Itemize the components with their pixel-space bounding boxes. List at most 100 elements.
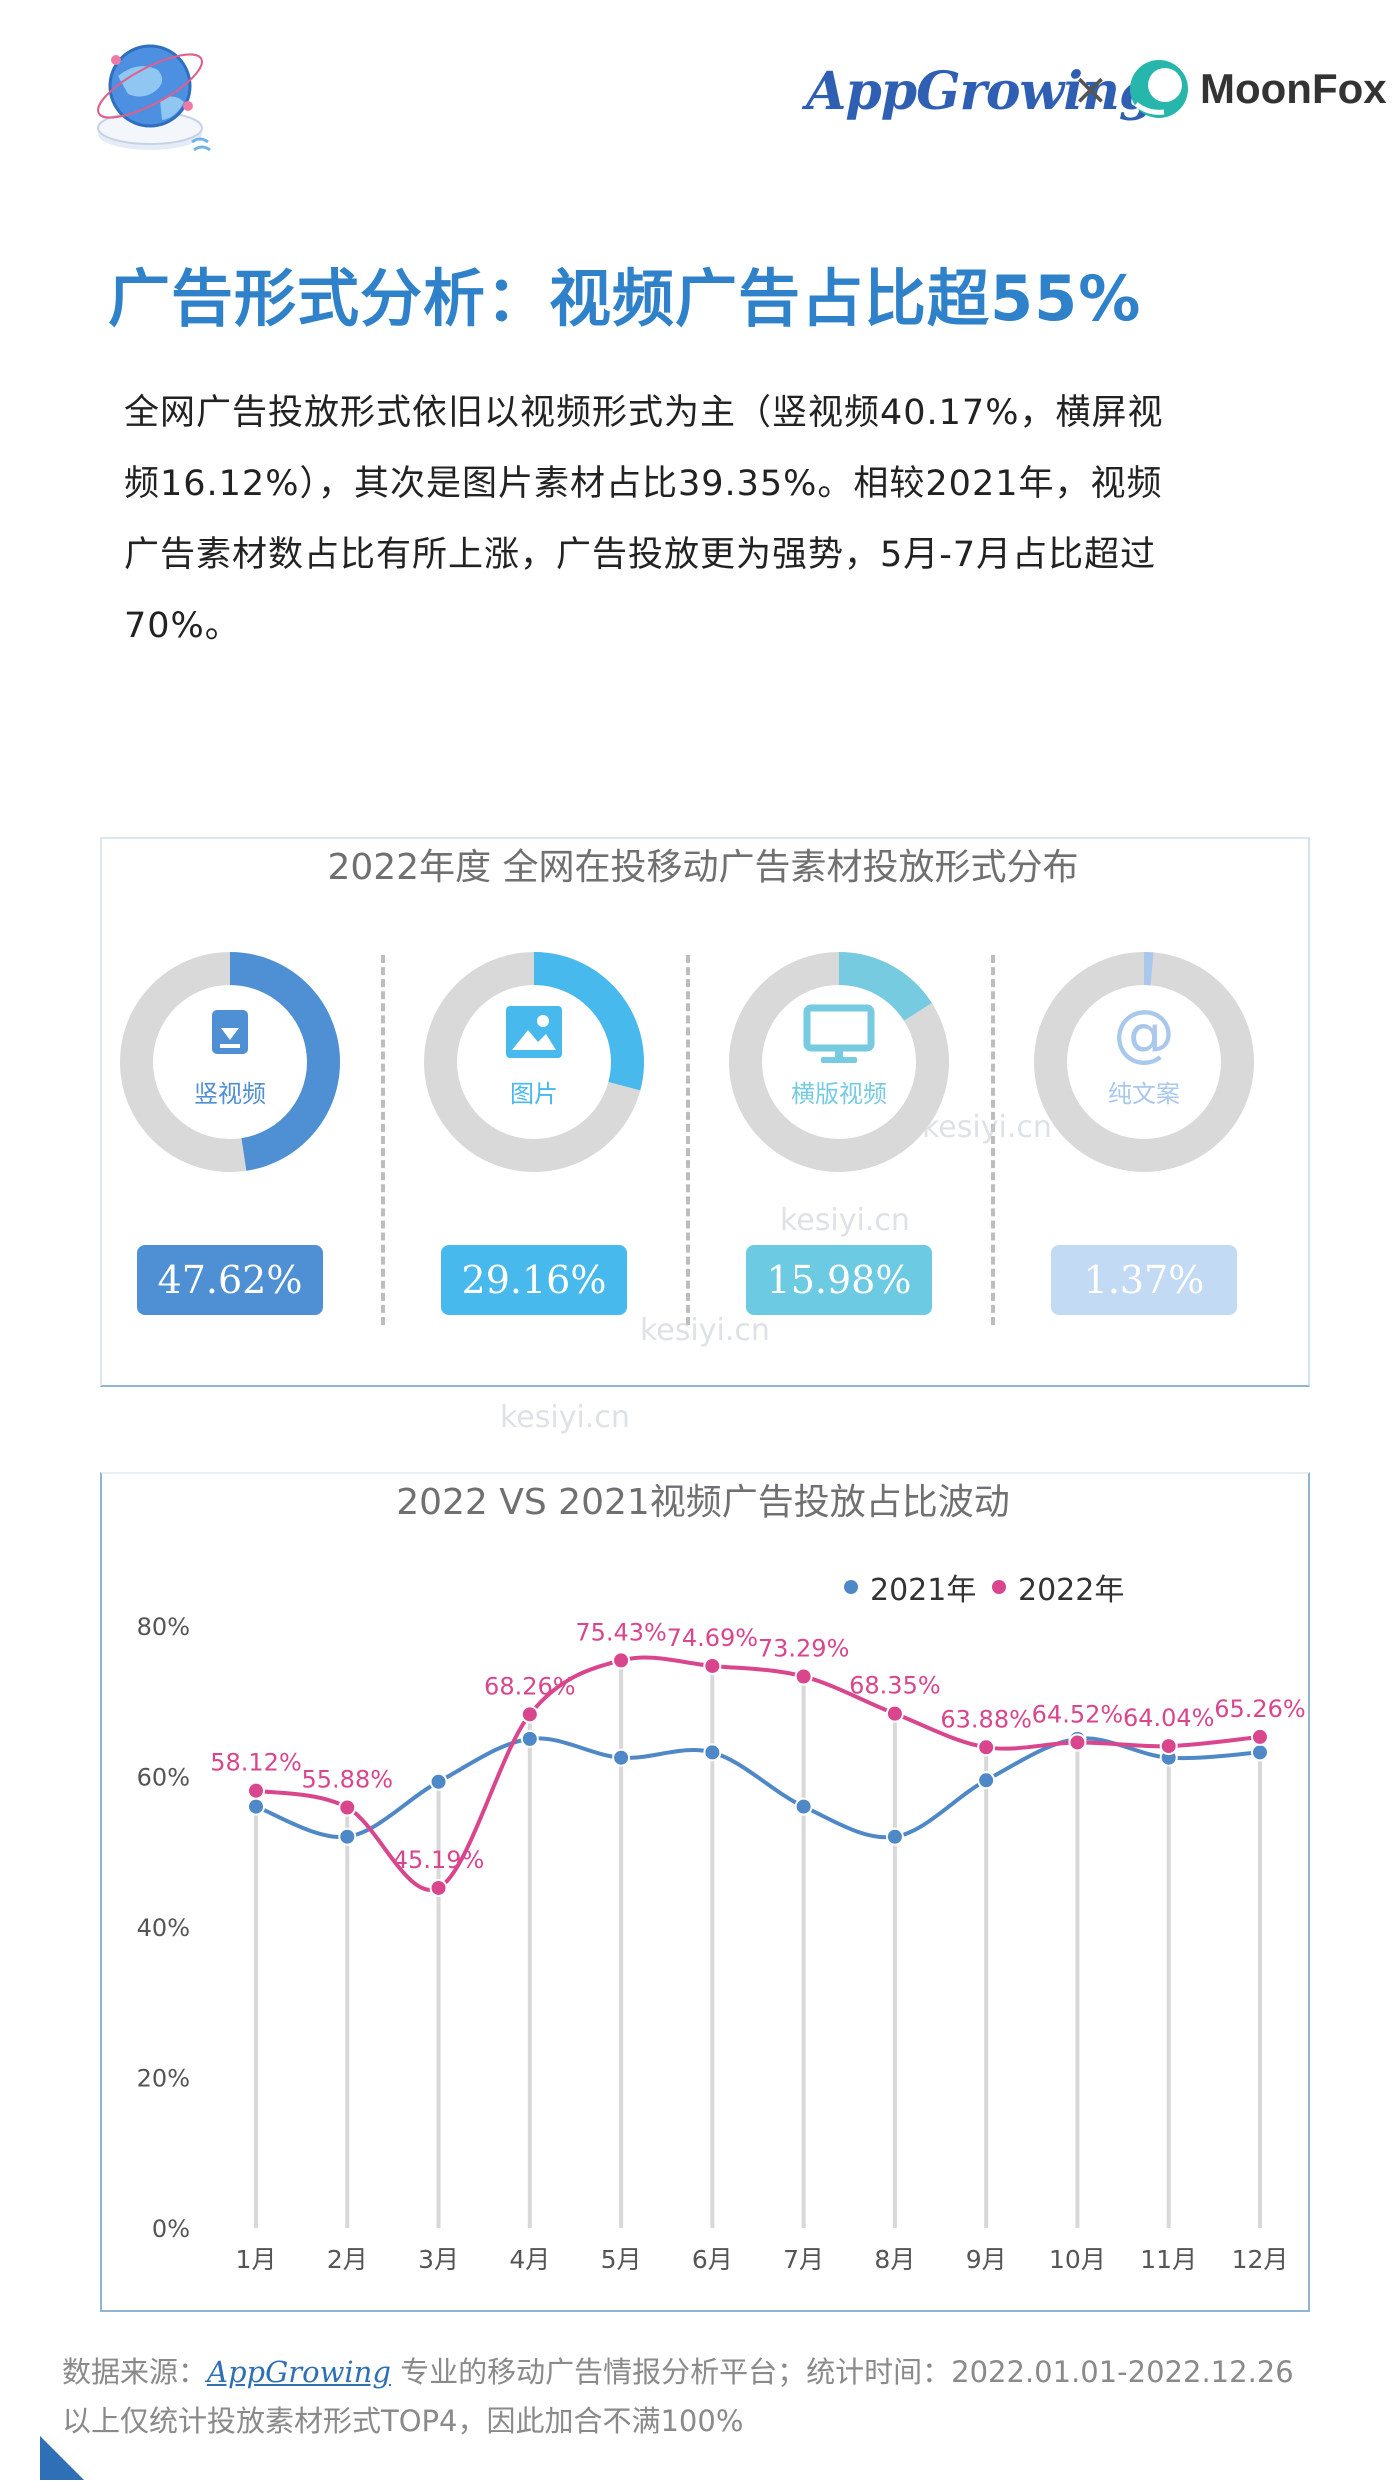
series-2022年: 58.12%55.88% 45.19% 68.26% 75.43% 74.69% 73.2… bbox=[210, 1618, 1306, 1897]
donut-slice bbox=[1144, 952, 1154, 986]
monitor-icon bbox=[803, 1004, 875, 1063]
donut-monitor: 横版视频 15.98% bbox=[729, 952, 949, 1315]
data-point bbox=[520, 1729, 539, 1748]
data-point bbox=[429, 1772, 448, 1791]
x-tick-label: 8月 bbox=[874, 2245, 915, 2274]
donut-picture: 图片 29.16% bbox=[424, 952, 644, 1315]
data-label: 64.04% bbox=[1123, 1704, 1215, 1732]
line-chart-title: 2022 VS 2021视频广告投放占比波动 bbox=[396, 1482, 1010, 1523]
data-label: 73.29% bbox=[758, 1634, 850, 1662]
data-point bbox=[612, 1748, 631, 1767]
x-tick-label: 9月 bbox=[966, 2245, 1007, 2274]
dashed-divider bbox=[381, 955, 385, 1325]
donut-slice bbox=[534, 952, 644, 1091]
percent-badge-label: 15.98% bbox=[767, 1258, 912, 1302]
intro-line: 全网广告投放形式依旧以视频形式为主（竖视频40.17%，横屏视 bbox=[124, 393, 1164, 433]
x-tick-label: 1月 bbox=[236, 2245, 277, 2274]
intro-paragraph: 全网广告投放形式依旧以视频形式为主（竖视频40.17%，横屏视 频16.12%）… bbox=[124, 378, 1284, 662]
data-point bbox=[794, 1797, 813, 1816]
percent-badge-label: 47.62% bbox=[158, 1258, 303, 1302]
data-point bbox=[247, 1797, 265, 1816]
data-point bbox=[794, 1667, 813, 1686]
portrait-video-icon bbox=[212, 1010, 248, 1054]
donut-charts: 竖视频 47.62% 图片 29.16% 横版视频 15.98% @ 纯文案 1.37% bbox=[120, 952, 1254, 1315]
data-label: 55.88% bbox=[302, 1766, 394, 1794]
donut-slice bbox=[839, 952, 932, 1021]
brand-separator: × bbox=[1072, 64, 1109, 115]
data-label: 65.26% bbox=[1214, 1695, 1306, 1723]
x-tick-label: 2月 bbox=[327, 2245, 368, 2274]
x-tick-label: 3月 bbox=[418, 2245, 459, 2274]
data-label: 74.69% bbox=[667, 1624, 759, 1652]
donut-slice bbox=[230, 952, 340, 1171]
page-title: 广告形式分析：视频广告占比超55% bbox=[108, 248, 1141, 338]
donut-category-label: 竖视频 bbox=[194, 1080, 266, 1108]
data-point bbox=[247, 1781, 265, 1800]
source-link[interactable]: AppGrowing bbox=[207, 2355, 391, 2389]
data-point bbox=[977, 1771, 996, 1790]
moonfox-logo: MoonFox bbox=[1128, 58, 1387, 120]
x-tick-label: 12月 bbox=[1232, 2245, 1289, 2274]
data-point bbox=[885, 1827, 904, 1846]
x-tick-label: 4月 bbox=[509, 2245, 550, 2274]
dashed-divider bbox=[686, 955, 690, 1325]
percent-badge-label: 29.16% bbox=[462, 1258, 607, 1302]
data-point bbox=[1250, 1743, 1269, 1762]
moonfox-wordmark: MoonFox bbox=[1200, 65, 1387, 112]
footnote: 以上仅统计投放素材形式TOP4，因此加合不满100% bbox=[62, 2404, 744, 2438]
legend-item-2022: 2022年 bbox=[992, 1565, 1124, 1609]
y-tick-label: 80% bbox=[137, 1613, 190, 1641]
legend-label-2021: 2021年 bbox=[870, 1573, 977, 1608]
line-chart-panel bbox=[100, 1472, 1310, 2312]
data-point bbox=[1250, 1727, 1269, 1746]
y-tick-label: 40% bbox=[137, 1914, 190, 1942]
data-label: 58.12% bbox=[210, 1749, 302, 1777]
y-tick-label: 20% bbox=[137, 2065, 190, 2093]
x-tick-label: 7月 bbox=[783, 2245, 824, 2274]
data-label: 75.43% bbox=[575, 1618, 667, 1646]
moonfox-moon-icon bbox=[1130, 60, 1188, 118]
data-label: 64.52% bbox=[1032, 1700, 1124, 1728]
donut-portrait-video: 竖视频 47.62% bbox=[120, 952, 340, 1315]
intro-line: 广告素材数占比有所上涨，广告投放更为强势，5月-7月占比超过 bbox=[124, 535, 1157, 575]
data-point bbox=[338, 1798, 357, 1817]
watermark: kesiyi.cn bbox=[500, 1400, 630, 1435]
data-point bbox=[977, 1738, 996, 1757]
donut-at-sign: @ 纯文案 1.37% bbox=[1034, 952, 1254, 1315]
data-point bbox=[429, 1878, 448, 1897]
source-detail: 专业的移动广告情报分析平台；统计时间：2022.01.01-2022.12.26 bbox=[390, 2355, 1294, 2389]
globe-logo-icon bbox=[97, 44, 211, 152]
dashed-divider bbox=[991, 955, 995, 1325]
data-label: 68.26% bbox=[484, 1672, 576, 1700]
donut-category-label: 横版视频 bbox=[791, 1080, 887, 1108]
data-point bbox=[612, 1651, 631, 1670]
appgrowing-logo: AppGrowing bbox=[806, 60, 1155, 122]
data-point bbox=[703, 1656, 722, 1675]
data-point bbox=[885, 1704, 904, 1723]
donut-chart-title: 2022年度 全网在投移动广告素材投放形式分布 bbox=[327, 847, 1079, 888]
donut-category-label: 图片 bbox=[510, 1080, 558, 1108]
data-label: 68.35% bbox=[849, 1672, 941, 1700]
picture-icon bbox=[506, 1006, 562, 1058]
intro-line: 70%。 bbox=[124, 606, 241, 646]
data-point bbox=[1159, 1737, 1178, 1756]
percent-badge bbox=[746, 1245, 932, 1315]
data-label: 63.88% bbox=[940, 1705, 1032, 1733]
page-title-number: 55% bbox=[990, 262, 1142, 335]
series-2021年 bbox=[247, 1729, 1269, 1846]
corner-triangle-decoration bbox=[40, 2436, 84, 2480]
x-tick-label: 11月 bbox=[1140, 2245, 1197, 2274]
legend-label-2022: 2022年 bbox=[1018, 1573, 1125, 1608]
line-chart: 0% 20% 40% 60% 80% 1月 2月 3月 4月 5月 6月 7月 8月 9月 10月 11月 12… bbox=[137, 1613, 1306, 2274]
watermark: kesiyi.cn bbox=[640, 1313, 770, 1348]
percent-badge-label: 1.37% bbox=[1084, 1258, 1205, 1302]
y-tick-label: 60% bbox=[137, 1764, 190, 1792]
percent-badge bbox=[441, 1245, 627, 1315]
source-note: 数据来源：AppGrowing 专业的移动广告情报分析平台；统计时间：2022.… bbox=[62, 2349, 1294, 2391]
x-tick-label: 6月 bbox=[692, 2245, 733, 2274]
x-tick-label: 5月 bbox=[601, 2245, 642, 2274]
watermark: kesiyi.cn bbox=[922, 1110, 1052, 1145]
percent-badge bbox=[1051, 1245, 1237, 1315]
data-point bbox=[703, 1743, 722, 1762]
donut-category-label: 纯文案 bbox=[1108, 1080, 1180, 1108]
